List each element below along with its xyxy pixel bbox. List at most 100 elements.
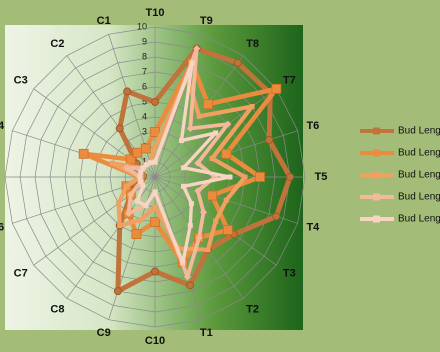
marker [134,198,140,204]
marker [286,173,294,181]
marker [138,169,144,175]
marker [138,217,144,223]
marker [183,273,191,281]
marker [222,225,233,235]
marker [127,191,135,199]
marker [209,155,215,161]
r-tick-label: 3 [142,126,147,136]
marker [200,208,208,216]
marker [140,165,146,171]
marker [125,154,136,165]
marker [123,87,132,96]
legend-label: Bud Length [398,148,440,159]
marker [194,159,202,167]
category-label: T6 [306,120,319,132]
marker [123,183,129,189]
r-tick-label: 8 [142,51,147,61]
legend-label: Bud Length [398,214,440,225]
marker [140,143,151,154]
marker [233,58,242,67]
category-label: T3 [283,267,296,279]
marker [196,113,202,119]
marker [116,200,122,206]
marker [181,183,187,189]
marker [143,162,149,168]
marker [255,172,265,182]
marker [188,200,194,206]
marker [140,183,146,189]
category-label: T1 [200,327,213,339]
marker [147,160,153,166]
marker [113,287,122,296]
marker [213,130,219,136]
legend-marker [373,127,380,135]
category-label: C4 [0,120,5,132]
marker [152,144,158,150]
r-tick-label: 10 [137,21,147,31]
category-label: T5 [315,171,328,183]
category-label: C10 [145,335,165,347]
legend-marker [373,215,380,223]
category-label: T10 [146,7,165,19]
marker [227,174,233,180]
marker [186,124,194,132]
category-label: T4 [306,222,320,234]
legend-marker [373,171,380,179]
marker [117,223,123,229]
category-label: T8 [246,38,259,50]
marker [193,45,201,53]
r-tick-label: 5 [142,96,147,106]
category-label: C8 [50,304,64,316]
marker [187,223,193,229]
marker [203,99,213,110]
marker [224,120,232,128]
category-label: T2 [246,304,259,316]
legend-marker [373,193,380,201]
marker [213,218,219,224]
marker [150,217,160,227]
marker [272,212,281,221]
marker [125,209,133,217]
marker [115,124,124,133]
marker [78,148,89,159]
legend-marker [373,149,380,157]
marker [186,281,195,290]
marker [122,164,131,172]
legend-label: Bud Length [398,170,440,181]
marker [151,267,159,276]
marker [242,174,248,180]
r-tick-label: 4 [142,111,147,121]
category-label: T9 [200,15,213,27]
category-label: C2 [50,38,64,50]
marker [195,234,203,242]
marker [151,98,159,106]
marker [223,197,229,203]
marker [189,60,195,66]
marker [152,189,158,195]
marker [143,203,149,209]
r-tick-label: 7 [142,66,147,76]
category-label: C7 [14,267,28,279]
marker [265,135,274,144]
r-tick-label: 1 [142,156,147,166]
marker [249,103,255,109]
marker [109,160,115,166]
marker [221,148,232,159]
marker [178,138,184,144]
marker [137,174,143,180]
marker [205,247,211,253]
marker [150,127,160,137]
marker [131,229,142,239]
marker [152,204,158,210]
category-label: C9 [97,327,111,339]
r-tick-label: 9 [142,36,147,46]
legend-label: Bud Length [398,192,440,203]
category-label: C6 [0,222,4,234]
category-label: T7 [283,75,296,87]
category-label: C1 [97,15,111,27]
marker [207,190,217,201]
marker [271,83,282,94]
legend-label: Bud Length [398,126,440,137]
r-tick-label: 6 [142,81,147,91]
